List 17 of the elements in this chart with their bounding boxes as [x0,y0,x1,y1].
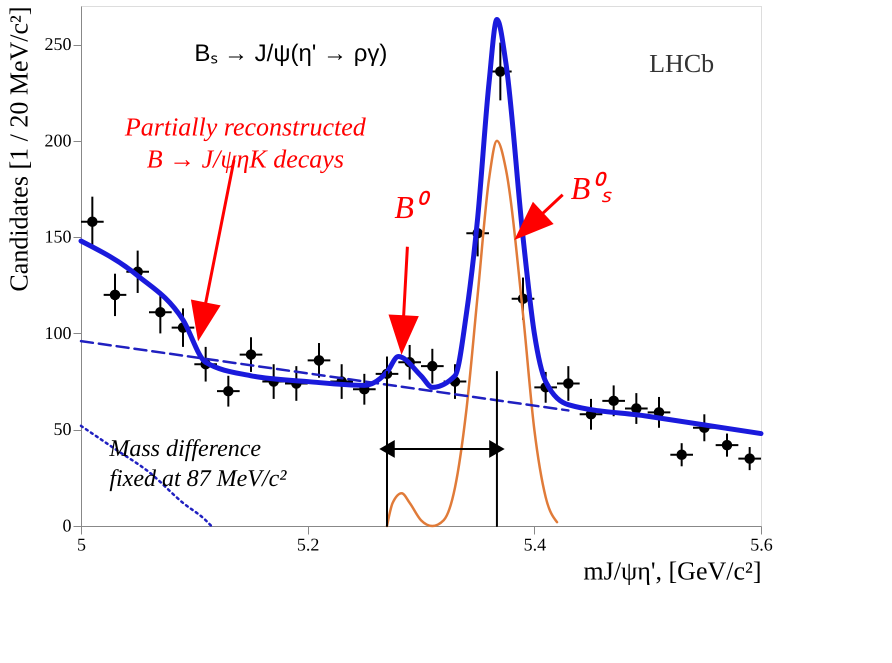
y-tick-label: 250 [44,34,72,54]
x-tick-label: 5.2 [296,534,320,554]
annotation: B⁰ₛ [570,170,612,206]
x-axis-title: mJ/ψη', [GeV/c²] [583,556,762,586]
x-tick-label: 5 [77,534,86,554]
y-tick-label: 150 [44,226,72,247]
y-axis-title: Candidates [1 / 20 MeV/c²] [4,6,34,292]
annotation: Bₛ → J/ψ(η' → ργ) [194,40,388,68]
annotation: Partially reconstructed B → J/ψηK decays [124,112,367,174]
y-tick-label: 200 [44,130,72,150]
annotation: B⁰ [394,189,431,226]
y-tick-label: 100 [44,322,72,343]
y-tick-label: 0 [62,516,72,536]
annotation: LHCb [649,48,714,78]
x-tick-label: 5.6 [750,534,773,554]
x-tick-label: 5.4 [524,534,546,554]
y-tick-label: 50 [54,419,72,440]
